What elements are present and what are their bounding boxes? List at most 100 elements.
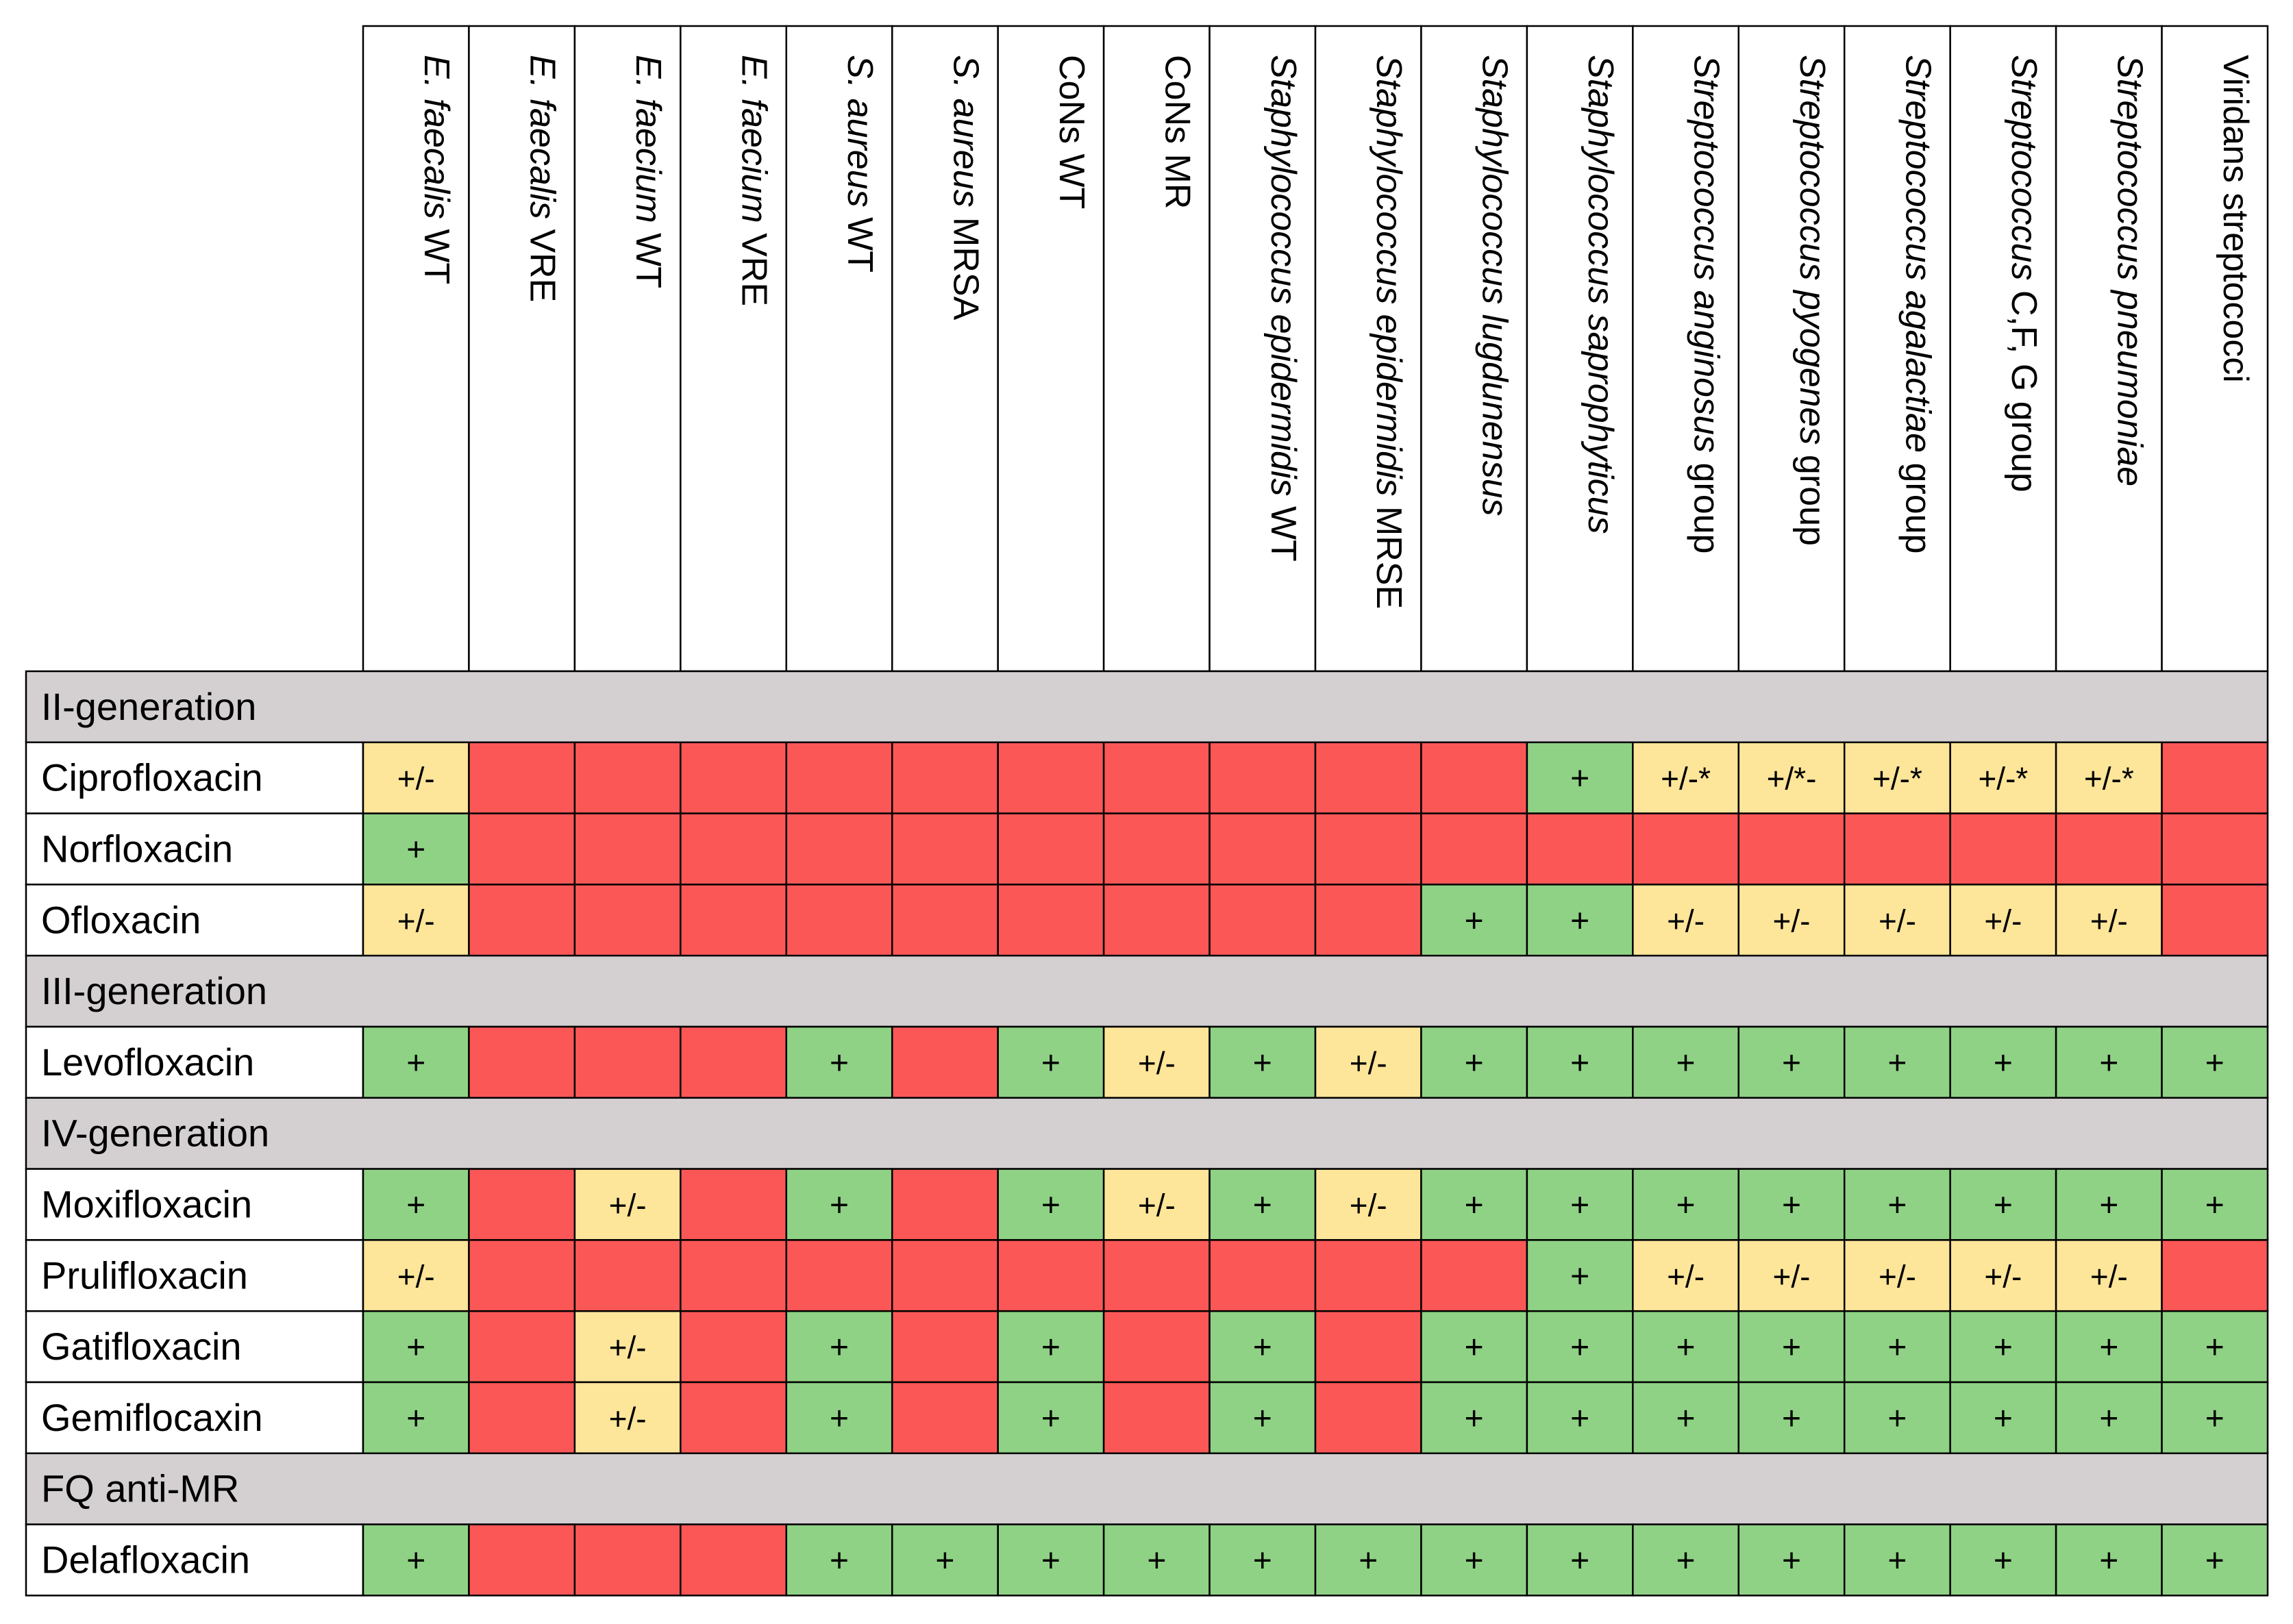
column-suffix: Viridans streptococci — [2216, 55, 2255, 383]
activity-value: + — [1570, 1329, 1589, 1366]
column-species-name: Streptococcus pyogenes — [1792, 55, 1832, 445]
column-suffix: group — [1898, 453, 1937, 553]
activity-cell — [2055, 812, 2163, 886]
activity-cell — [1314, 1381, 1422, 1455]
activity-value: + — [1887, 1045, 1907, 1082]
activity-cell — [2161, 1239, 2269, 1312]
drug-name-cell — [25, 1168, 364, 1241]
column-header-cell — [1632, 25, 1740, 673]
group-header-row — [25, 670, 2269, 744]
column-suffix: WT — [1263, 497, 1303, 562]
activity-cell — [1102, 812, 1211, 886]
activity-cell — [997, 1523, 1105, 1597]
column-header-cell — [362, 25, 470, 673]
activity-cell — [680, 884, 788, 957]
activity-cell — [468, 884, 576, 957]
activity-value: + — [2099, 1045, 2118, 1082]
activity-cell — [1420, 1310, 1528, 1384]
activity-cell — [1737, 1168, 1846, 1241]
activity-cell — [1209, 884, 1317, 957]
activity-cell — [1632, 1239, 1740, 1312]
activity-value: + — [1570, 1401, 1589, 1437]
activity-value: + — [406, 1543, 425, 1579]
activity-cell — [891, 1025, 999, 1099]
activity-value: + — [1570, 903, 1589, 939]
drug-name: Gemiflocaxin — [41, 1396, 263, 1439]
activity-cell — [785, 1239, 893, 1312]
activity-value: + — [1147, 1543, 1166, 1579]
activity-cell — [680, 1381, 788, 1455]
column-suffix: group — [1687, 453, 1726, 553]
activity-cell — [680, 1168, 788, 1241]
activity-cell — [891, 1310, 999, 1384]
column-header-label: Streptococcus pneumoniae — [2109, 55, 2149, 486]
activity-value: +/- — [609, 1188, 647, 1223]
activity-cell — [997, 812, 1105, 886]
drug-name: Prulifloxacin — [41, 1253, 248, 1297]
activity-cell — [1314, 1239, 1422, 1312]
activity-cell — [362, 1168, 470, 1241]
activity-cell — [573, 884, 682, 957]
activity-value: +/- — [609, 1401, 647, 1436]
activity-cell — [1420, 1523, 1528, 1597]
activity-cell — [1420, 1025, 1528, 1099]
activity-cell — [1420, 1168, 1528, 1241]
activity-cell — [573, 1025, 682, 1099]
activity-cell — [2161, 1025, 2269, 1099]
activity-cell — [1949, 812, 2057, 886]
drug-name-cell — [25, 812, 364, 886]
activity-cell — [1737, 1025, 1846, 1099]
activity-value: +/- — [1138, 1188, 1176, 1223]
activity-cell — [2161, 1310, 2269, 1384]
activity-value: + — [1887, 1329, 1907, 1366]
activity-cell — [2055, 1168, 2163, 1241]
activity-value: + — [935, 1543, 954, 1579]
column-suffix: VRE — [523, 219, 562, 302]
activity-value: + — [1359, 1543, 1378, 1579]
activity-cell — [1314, 884, 1422, 957]
column-header-cell — [468, 25, 576, 673]
activity-cell — [1632, 1025, 1740, 1099]
activity-value: +/- — [1350, 1045, 1387, 1081]
activity-cell — [573, 1168, 682, 1241]
column-header-label: E. faecalis VRE — [523, 55, 562, 302]
activity-value: + — [1253, 1543, 1272, 1579]
activity-value: + — [2205, 1543, 2224, 1579]
activity-cell — [573, 812, 682, 886]
activity-cell — [1420, 741, 1528, 814]
column-species-name: E. faecalis — [417, 55, 456, 219]
activity-cell — [2055, 1239, 2163, 1312]
column-header-cell — [1737, 25, 1846, 673]
activity-cell — [680, 1523, 788, 1597]
activity-value: +/- — [1350, 1188, 1387, 1223]
column-header-label: Viridans streptococci — [2216, 55, 2255, 383]
activity-cell — [1526, 1025, 1634, 1099]
activity-value: + — [1676, 1188, 1696, 1224]
column-species-name: S. aureus — [945, 55, 985, 208]
activity-cell — [468, 1310, 576, 1384]
activity-cell — [573, 741, 682, 814]
activity-cell — [891, 812, 999, 886]
activity-value: +/- — [1879, 1258, 1916, 1294]
activity-cell — [1843, 1239, 1951, 1312]
activity-cell — [362, 1310, 470, 1384]
activity-value: + — [1465, 1543, 1484, 1579]
activity-value: +/- — [1984, 903, 2022, 938]
group-header-row — [25, 1452, 2269, 1525]
activity-cell — [1843, 1310, 1951, 1384]
column-header-cell — [1102, 25, 1211, 673]
activity-value: + — [1782, 1329, 1801, 1366]
activity-value: + — [406, 1401, 425, 1437]
activity-cell — [1102, 884, 1211, 957]
activity-cell — [2161, 1168, 2269, 1241]
activity-cell — [2055, 1523, 2163, 1597]
activity-cell — [1949, 1523, 2057, 1597]
drug-name: Delafloxacin — [41, 1538, 250, 1582]
activity-value: + — [1782, 1045, 1801, 1082]
activity-value: +/- — [397, 1258, 435, 1294]
column-header-cell — [2161, 25, 2269, 673]
activity-cell — [680, 1239, 788, 1312]
activity-cell — [2055, 884, 2163, 957]
activity-cell — [468, 1381, 576, 1455]
